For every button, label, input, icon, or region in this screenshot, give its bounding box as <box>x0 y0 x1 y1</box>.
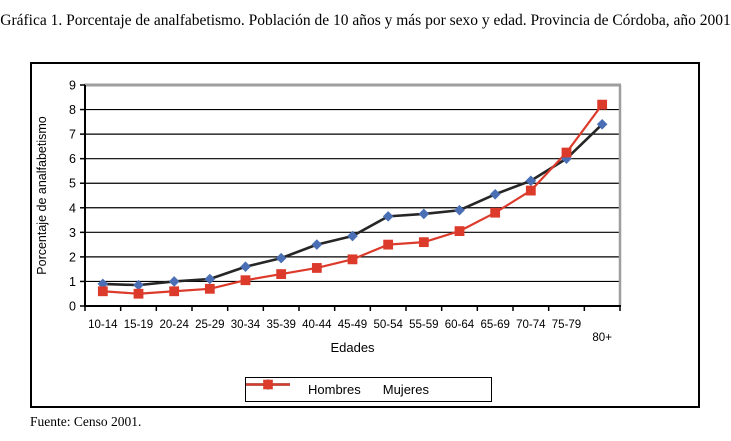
plot-walls <box>84 83 622 306</box>
svg-text:8: 8 <box>69 103 76 117</box>
svg-text:55-59: 55-59 <box>409 319 438 331</box>
svg-text:70-74: 70-74 <box>516 319 546 331</box>
source-note: Fuente: Censo 2001. <box>30 414 142 429</box>
svg-text:65-69: 65-69 <box>480 319 509 331</box>
svg-text:3: 3 <box>69 226 76 240</box>
svg-text:15-19: 15-19 <box>124 319 153 331</box>
svg-text:2: 2 <box>69 250 76 264</box>
mujeres-line-marker-icon <box>246 379 290 390</box>
chart-frame: 0 1 2 3 4 5 6 7 8 9 10-14 15-19 20-24 25-29 30-34 35-39… <box>30 62 700 408</box>
series-mujeres-markers <box>97 99 608 299</box>
svg-text:50-54: 50-54 <box>373 319 403 331</box>
svg-text:45-49: 45-49 <box>338 319 367 331</box>
legend-item-hombres: Hombres <box>246 379 361 397</box>
svg-text:30-34: 30-34 <box>231 319 261 331</box>
legend-label-mujeres: Mujeres <box>382 382 429 397</box>
svg-text:60-64: 60-64 <box>445 319 475 331</box>
x-axis-ticks <box>84 306 621 311</box>
svg-text:20-24: 20-24 <box>159 319 189 331</box>
svg-text:25-29: 25-29 <box>195 319 224 331</box>
svg-text:9: 9 <box>69 79 76 93</box>
line-chart-plot: 0 1 2 3 4 5 6 7 8 9 10-14 15-19 20-24 25-29 30-34 35-39… <box>35 79 622 355</box>
series-mujeres-line <box>102 103 604 295</box>
svg-text:40-44: 40-44 <box>302 319 332 331</box>
svg-text:1: 1 <box>69 275 76 289</box>
x-axis-title: Edades <box>330 340 375 355</box>
series-hombres-markers <box>97 118 608 291</box>
svg-text:5: 5 <box>69 177 76 191</box>
svg-text:35-39: 35-39 <box>266 319 295 331</box>
svg-text:4: 4 <box>69 201 76 215</box>
svg-text:80+: 80+ <box>592 332 612 344</box>
svg-text:75-79: 75-79 <box>552 319 581 331</box>
svg-text:7: 7 <box>69 128 76 142</box>
y-axis-title: Porcentaje de analfabetismo <box>35 116 49 274</box>
svg-text:10-14: 10-14 <box>88 319 118 331</box>
document-title: Gráfica 1. Porcentaje de analfabetismo. … <box>0 12 731 29</box>
legend-item-mujeres: Mujeres <box>246 379 429 397</box>
legend-label-hombres: Hombres <box>308 382 361 397</box>
axes <box>84 85 621 307</box>
y-axis-ticks: 0 1 2 3 4 5 6 7 8 9 <box>69 79 85 314</box>
svg-text:6: 6 <box>69 152 76 166</box>
svg-text:0: 0 <box>69 300 76 314</box>
x-axis-labels: 10-14 15-19 20-24 25-29 30-34 35-39 40-44 45-49… <box>88 319 612 344</box>
chart-legend: Hombres Mujeres <box>245 377 492 402</box>
